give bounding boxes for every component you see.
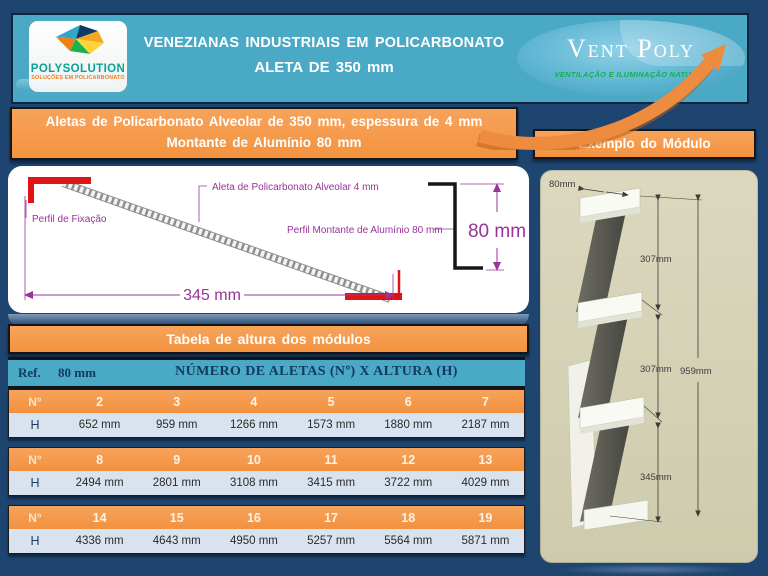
h-label: H (30, 534, 40, 548)
table-cell: 2801 mm (152, 477, 201, 489)
dim-345mm: 345mm (640, 472, 672, 483)
ventpoly-tagline: VENTILAÇÃO E ILUMINAÇÃO NATURAL (554, 70, 708, 79)
table-cell: 5871 mm (461, 535, 510, 547)
table-cell: 15 (169, 510, 184, 525)
module-example-panel: 80mm 307mm 307mm 345mm 959mm (540, 170, 758, 563)
table-cell: 4029 mm (461, 477, 510, 489)
table-cell: 3108 mm (229, 477, 278, 489)
diagram-reflection (8, 314, 529, 326)
table-row-h: H 4336 mm 4643 mm 4950 mm 5257 mm 5564 m… (8, 529, 525, 554)
table-cell: 4336 mm (75, 535, 124, 547)
table-cell: 18 (401, 510, 416, 525)
perfil-montante-shape (428, 182, 483, 270)
dim-80mm-label: 80 mm (468, 221, 526, 242)
ventpoly-logo: Vent Poly VENTILAÇÃO E ILUMINAÇÃO NATURA… (517, 20, 745, 96)
table-cell: 19 (478, 510, 493, 525)
table-row-n: N° 8 9 10 11 12 13 (8, 447, 525, 471)
example-module-banner: Exemplo do Módulo (533, 129, 756, 159)
table-cell: 11 (324, 452, 338, 467)
table-cell: 17 (324, 510, 339, 525)
label-aleta: Aleta de Policarbonato Alveolar 4 mm (212, 182, 379, 193)
table-header-text: NÚMERO DE ALETAS (Nº) X ALTURA (H) (175, 364, 458, 379)
table-cell: 14 (92, 510, 107, 525)
spec-banner: Aletas de Policarbonato Alveolar de 350 … (10, 107, 518, 160)
label-montante: Perfil Montante de Alumínio 80 mm (287, 225, 443, 236)
label-perfil-fixacao: Perfil de Fixação (32, 214, 107, 225)
table-row-h: H 2494 mm 2801 mm 3108 mm 3415 mm 3722 m… (8, 471, 525, 496)
table-cell: 4950 mm (229, 535, 278, 547)
dim-80mm: 80mm (549, 179, 575, 190)
table-cell: 959 mm (155, 419, 198, 431)
table-group-2: N° 8 9 10 11 12 13 H 2494 mm 2801 mm 310… (8, 447, 525, 496)
n-label: N° (28, 394, 42, 409)
table-row-n: N° 2 3 4 5 6 7 (8, 389, 525, 413)
table-cell: 2 (96, 394, 104, 409)
table-group-3: N° 14 15 16 17 18 19 H 4336 mm 4643 mm 4… (8, 505, 525, 554)
table-cell: 9 (173, 452, 181, 467)
aleta-profile-diagram: 80 mm 345 mm Perfil de Fixação Aleta de … (24, 177, 526, 304)
logo-reflection (16, 79, 114, 90)
profile-diagram-box: 80 mm 345 mm Perfil de Fixação Aleta de … (8, 166, 529, 313)
polysolution-logo: POLYSOLUTION SOLUÇÕES EM POLICARBONATO (29, 21, 127, 92)
table-cell: 16 (246, 510, 261, 525)
table-cell: 2187 mm (461, 419, 510, 431)
dim-307mm-1: 307mm (640, 254, 672, 265)
table-group-1: N° 2 3 4 5 6 7 H 652 mm 959 mm 1266 mm 1… (8, 389, 525, 438)
table-cell: 4 (250, 394, 258, 409)
table-cell: 3 (173, 394, 181, 409)
module-3d-drawing: 80mm 307mm 307mm 345mm 959mm (549, 179, 712, 531)
table-cell: 5 (327, 394, 335, 409)
n-label: N° (28, 510, 42, 525)
slide-title-line2: ALETA DE 350 mm (254, 59, 394, 76)
spec-banner-line1: Aletas de Policarbonato Alveolar de 350 … (45, 114, 483, 129)
table-cell: 10 (246, 452, 261, 467)
n-label: N° (28, 452, 42, 467)
h-label: H (30, 418, 40, 432)
ref-value: 80 mm (58, 365, 96, 380)
dim-307mm-2: 307mm (640, 364, 672, 375)
h-label: H (30, 476, 40, 490)
table-cell: 6 (404, 394, 412, 409)
slide-title: VENEZIANAS INDUSTRIAIS EM POLICARBONATO … (135, 35, 513, 76)
polysolution-pinwheel-icon (56, 25, 104, 54)
table-cell: 13 (478, 452, 493, 467)
table-cell: 8 (96, 452, 104, 467)
panel-reflection (556, 564, 742, 575)
table-cell: 4643 mm (152, 535, 201, 547)
ref-label: Ref. (18, 365, 41, 380)
table-row-h: H 652 mm 959 mm 1266 mm 1573 mm 1880 mm … (8, 413, 525, 438)
table-cell: 3722 mm (384, 477, 433, 489)
table-cell: 3415 mm (307, 477, 356, 489)
header-bar: POLYSOLUTION SOLUÇÕES EM POLICARBONATO V… (11, 13, 749, 104)
table-row-n: N° 14 15 16 17 18 19 (8, 505, 525, 529)
table-cell: 5564 mm (384, 535, 433, 547)
table-cell: 1573 mm (307, 419, 356, 431)
ventpoly-brand-text: Vent Poly (567, 34, 695, 63)
logo-tagline: SOLUÇÕES EM POLICARBONATO (31, 75, 125, 81)
table-header-row: Ref. 80 mm NÚMERO DE ALETAS (Nº) X ALTUR… (8, 357, 525, 389)
table-cell: 2494 mm (75, 477, 124, 489)
dim-345mm-label: 345 mm (183, 287, 241, 304)
dim-959mm: 959mm (680, 366, 712, 377)
table-cell: 652 mm (78, 419, 121, 431)
table-cell: 1266 mm (229, 419, 278, 431)
perfil-inferior-shape (345, 293, 402, 300)
table-cell: 5257 mm (307, 535, 356, 547)
perfil-fixacao-shape (28, 177, 91, 203)
table-title-banner: Tabela de altura dos módulos (8, 324, 529, 354)
table-cell: 7 (481, 394, 489, 409)
spec-banner-line2: Montante de Alumínio 80 mm (166, 134, 362, 150)
table-cell: 12 (401, 452, 416, 467)
table-cell: 1880 mm (384, 419, 433, 431)
logo-brand-text: POLYSOLUTION (30, 63, 126, 75)
slide-title-line1: VENEZIANAS INDUSTRIAIS EM POLICARBONATO (143, 35, 505, 51)
